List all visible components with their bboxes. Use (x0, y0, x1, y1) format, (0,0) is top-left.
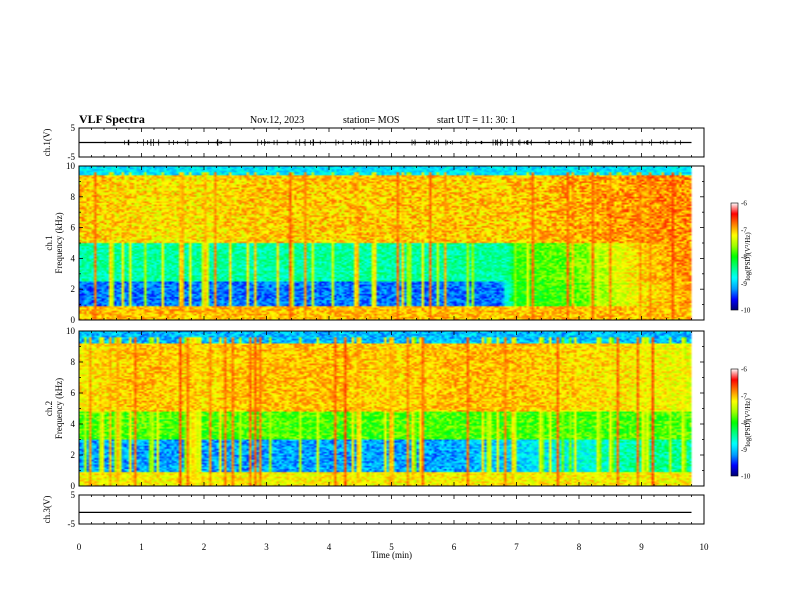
y-tick-label: 0 (71, 481, 76, 491)
y-axis-label-frequency: Frequency (kHz) (54, 212, 64, 273)
colorbar-tick-label: -10 (741, 473, 751, 481)
station-label: station= MOS (343, 115, 399, 126)
y-axis-label-channel: ch.1 (44, 235, 54, 250)
colorbar-label: log(PSD)(V²/Hz) (744, 398, 752, 447)
x-tick-label: 0 (77, 542, 82, 552)
x-tick-label: 2 (202, 542, 207, 552)
x-tick-label: 3 (264, 542, 269, 552)
y-tick-label: 5 (71, 490, 76, 500)
y-tick-label: 2 (71, 284, 76, 294)
colorbar-tick-label: -7 (741, 226, 747, 234)
x-tick-label: 10 (700, 542, 710, 552)
figure-title: VLF Spectra (79, 112, 145, 126)
x-axis-label: Time (min) (371, 550, 412, 560)
colorbar-tick-label: -9 (741, 446, 747, 454)
y-tick-label: 6 (71, 223, 76, 233)
ch1-spectrogram-image (79, 166, 704, 320)
y-tick-label: 8 (71, 192, 76, 202)
start-time-label: start UT = 11: 30: 1 (437, 115, 516, 126)
y-axis-label: ch.3(V) (42, 496, 52, 524)
colorbar-tick-label: -8 (741, 253, 747, 261)
colorbar-frame (730, 368, 739, 477)
colorbar-tick-label: -6 (741, 366, 747, 374)
y-tick-label: -5 (68, 519, 76, 529)
x-tick-label: 5 (389, 542, 394, 552)
y-tick-label: 4 (71, 253, 76, 263)
colorbar-tick-label: -7 (741, 392, 747, 400)
x-tick-label: 1 (139, 542, 144, 552)
y-tick-label: 10 (66, 326, 76, 336)
y-axis-label-frequency: Frequency (kHz) (54, 378, 64, 439)
y-tick-label: 6 (71, 388, 76, 398)
ch2-spectrogram-image (79, 331, 704, 486)
x-tick-label: 7 (514, 542, 519, 552)
colorbar-tick-label: -9 (741, 280, 747, 288)
x-tick-label: 9 (639, 542, 644, 552)
y-tick-label: -5 (68, 152, 76, 162)
x-tick-label: 6 (452, 542, 457, 552)
panel-frame (78, 494, 705, 525)
ch1-colorbar (731, 203, 738, 310)
y-tick-label: 8 (71, 357, 76, 367)
axes-layer (78, 127, 739, 525)
ch2-colorbar (731, 369, 738, 476)
x-tick-label: 8 (577, 542, 582, 552)
y-axis-label: ch.1(V) (42, 129, 52, 157)
y-tick-label: 4 (71, 419, 76, 429)
x-tick-label: 4 (327, 542, 332, 552)
y-axis-label-channel: ch.2 (44, 401, 54, 416)
y-tick-label: 2 (71, 450, 76, 460)
y-tick-label: 10 (66, 161, 76, 171)
y-tick-label: 0 (71, 315, 76, 325)
colorbar-frame (730, 202, 739, 311)
colorbar-tick-label: -10 (741, 307, 751, 315)
colorbar-label: log(PSD)(V²/Hz) (744, 232, 752, 281)
colorbar-tick-label: -6 (741, 200, 747, 208)
date-label: Nov.12, 2023 (250, 115, 304, 126)
y-tick-label: 5 (71, 123, 76, 133)
colorbar-tick-label: -8 (741, 419, 747, 427)
